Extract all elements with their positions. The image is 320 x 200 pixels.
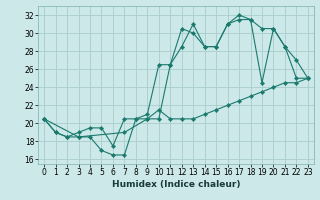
X-axis label: Humidex (Indice chaleur): Humidex (Indice chaleur) <box>112 180 240 189</box>
